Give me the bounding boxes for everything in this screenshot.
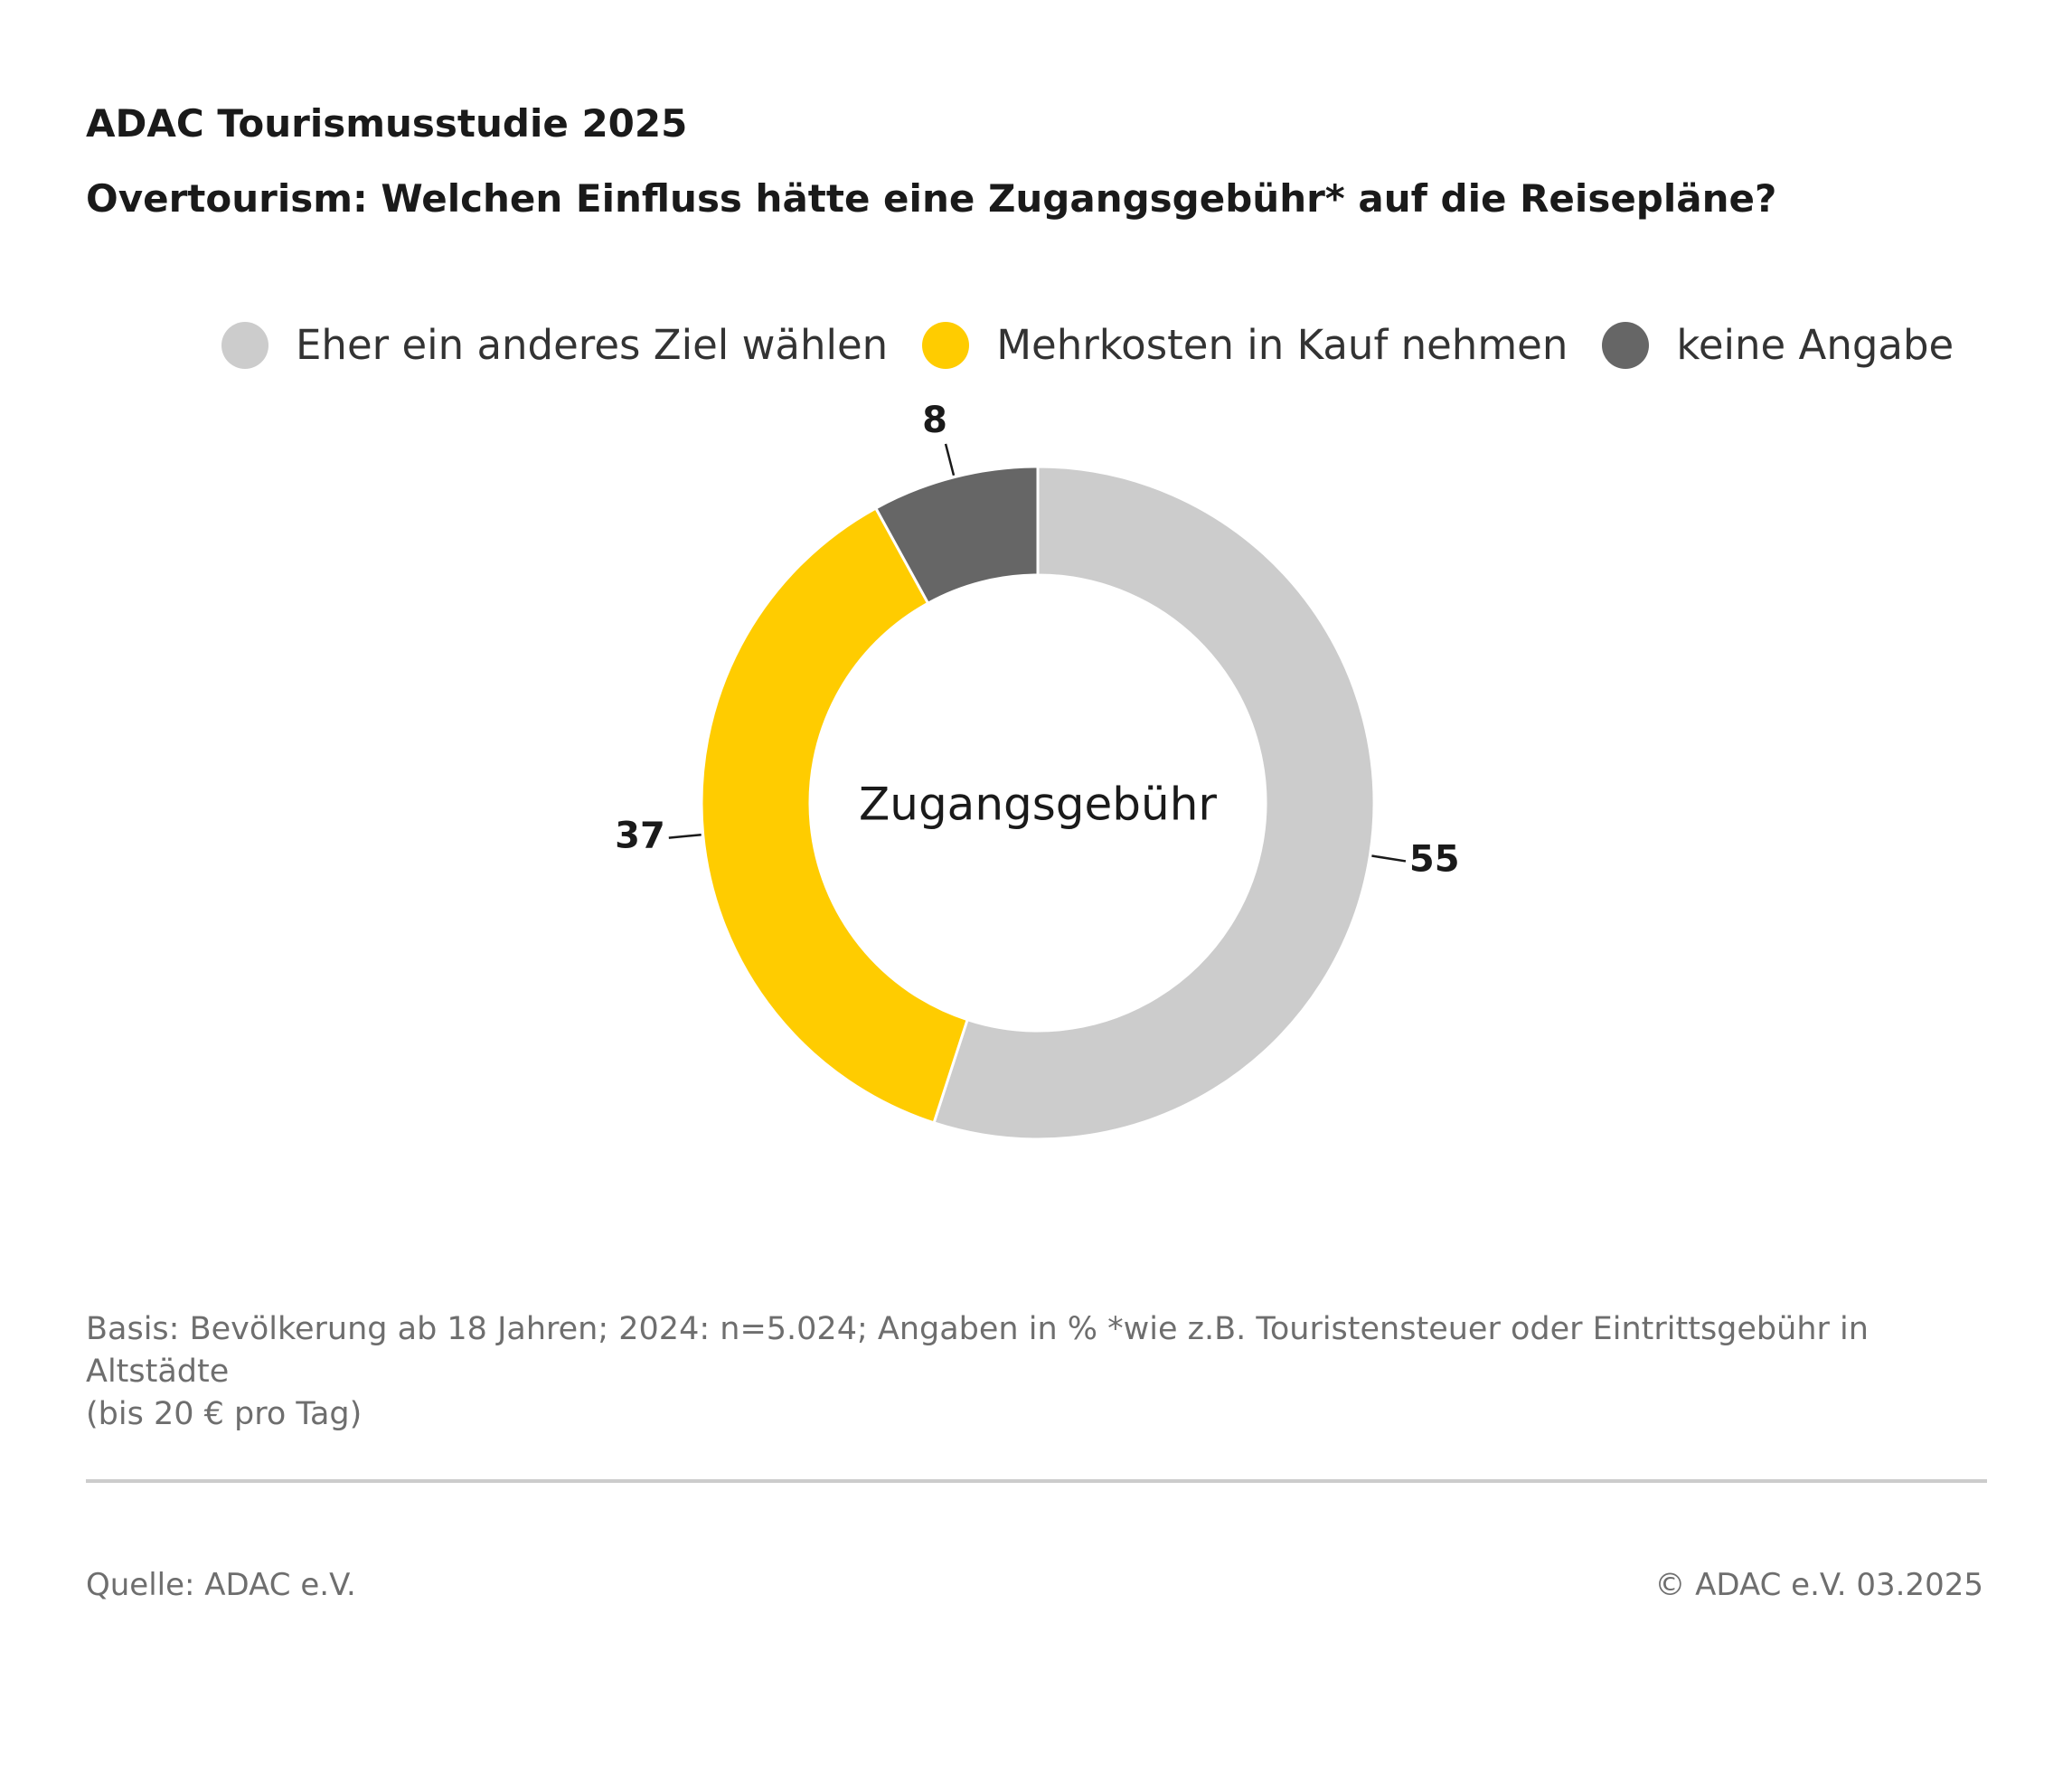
donut-center-label: Zugangsgebühr xyxy=(859,778,1217,831)
copyright-text: © ADAC e.V. 03.2025 xyxy=(1654,1567,1983,1603)
donut-slices xyxy=(700,465,1376,1141)
footnote-line-1: Basis: Bevölkerung ab 18 Jahren; 2024: n… xyxy=(86,1311,1869,1390)
donut-slice-mehrkosten-in-kauf-nehmen xyxy=(700,505,970,1125)
footnote-line-2: (bis 20 € pro Tag) xyxy=(86,1396,363,1432)
donut-leader-lines xyxy=(668,443,1407,863)
data-label-eher-ein-anderes-ziel-w-hlen: 55 xyxy=(1409,838,1460,880)
footnote: Basis: Bevölkerung ab 18 Jahren; 2024: n… xyxy=(86,1308,2011,1436)
chart-legend: Eher ein anderes Ziel wählen Mehrkosten … xyxy=(221,321,1988,369)
legend-label-mehrkosten: Mehrkosten in Kauf nehmen xyxy=(996,321,1568,369)
data-label-keine-angabe: 8 xyxy=(922,400,947,441)
source-text: Quelle: ADAC e.V. xyxy=(86,1567,356,1603)
chart-subtitle: Overtourism: Welchen Einfluss hätte eine… xyxy=(86,176,1777,221)
chart-title: ADAC Tourismusstudie 2025 xyxy=(86,101,688,146)
legend-label-keine-angabe: keine Angabe xyxy=(1676,321,1954,369)
footer-divider xyxy=(86,1479,1987,1483)
legend-item-mehrkosten: Mehrkosten in Kauf nehmen xyxy=(922,321,1568,369)
legend-swatch-dark-grey xyxy=(1602,321,1650,369)
legend-item-keine-angabe: keine Angabe xyxy=(1602,321,1954,369)
donut-data-labels: 55 37 8 xyxy=(615,400,1459,881)
donut-slice-keine-angabe xyxy=(873,465,1040,606)
legend-swatch-light-grey xyxy=(221,321,268,369)
donut-chart: 55 37 8 Zugangsgebühr xyxy=(615,400,1460,1141)
leader-line-eher-ein-anderes-ziel-w-hlen xyxy=(1371,854,1407,863)
legend-swatch-yellow xyxy=(922,321,970,369)
leader-line-keine-angabe xyxy=(944,443,956,477)
leader-line-mehrkosten-in-kauf-nehmen xyxy=(668,833,702,839)
donut-slice-eher-ein-anderes-ziel-w-hlen xyxy=(932,465,1376,1141)
data-label-mehrkosten-in-kauf-nehmen: 37 xyxy=(615,816,665,857)
legend-label-anderes-ziel: Eher ein anderes Ziel wählen xyxy=(296,321,889,369)
legend-item-anderes-ziel: Eher ein anderes Ziel wählen xyxy=(221,321,888,369)
